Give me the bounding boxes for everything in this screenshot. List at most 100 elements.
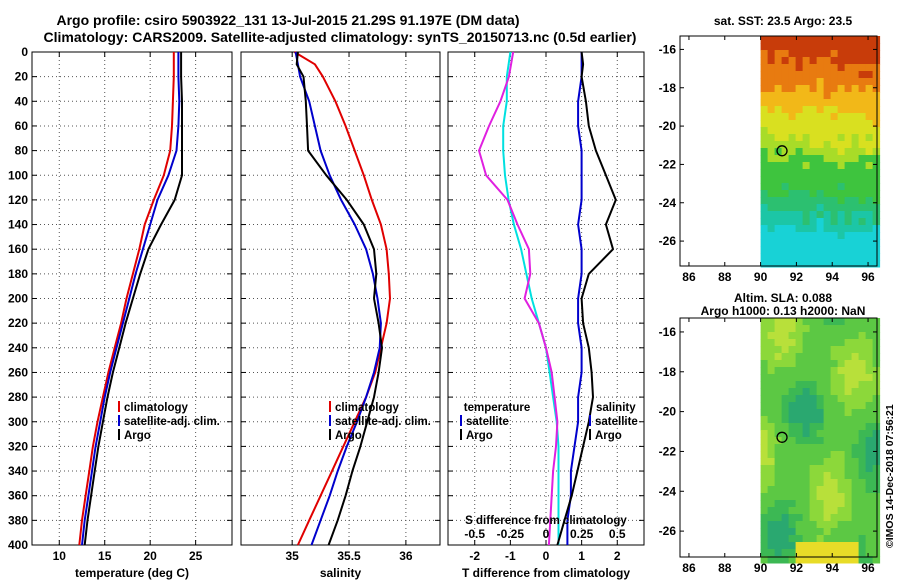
sla_map-panel: 86 88 90 92 94 96 -16 -18 -20 -22 -24 -26 Altim. SLA… <box>659 291 881 575</box>
heatmap-cell <box>851 395 860 403</box>
heatmap-cell <box>781 556 790 564</box>
heatmap-cell <box>781 507 790 515</box>
heatmap-cell <box>837 514 846 522</box>
heatmap-cell <box>844 211 853 219</box>
axes-frame <box>447 51 645 546</box>
heatmap-cell <box>837 479 846 487</box>
heatmap-cell <box>830 486 839 494</box>
heatmap-cell <box>788 493 797 501</box>
heatmap-cell <box>802 416 811 424</box>
heatmap-cell <box>865 339 874 347</box>
heatmap-cell <box>823 260 832 268</box>
heatmap-cell <box>760 64 769 72</box>
heatmap-cell <box>767 253 776 261</box>
heatmap-cell <box>795 430 804 438</box>
heatmap-cell <box>802 423 811 431</box>
temperature-panel: 10 15 20 25 0 20 40 60 80 100 120 140 160 180 200 220 24… <box>8 45 233 580</box>
heatmap-cell <box>774 514 783 522</box>
heatmap-cell <box>788 134 797 142</box>
heatmap-cell <box>788 360 797 368</box>
heatmap-cell <box>872 239 881 247</box>
heatmap-cell <box>795 556 804 564</box>
heatmap-cell <box>858 239 867 247</box>
heatmap-cell <box>809 232 818 240</box>
heatmap-cell <box>830 528 839 536</box>
heatmap-cell <box>760 204 769 212</box>
heatmap-cell <box>795 549 804 557</box>
heatmap-cell <box>816 472 825 480</box>
heatmap-cell <box>858 64 867 72</box>
heatmap-cell <box>851 535 860 543</box>
heatmap-cell <box>767 479 776 487</box>
heatmap-cell <box>844 423 853 431</box>
argo-position-marker <box>776 145 788 157</box>
heatmap-cell <box>872 225 881 233</box>
heatmap-cell <box>837 332 846 340</box>
heatmap-cell <box>795 162 804 170</box>
series-line-temperature-argo <box>566 52 583 545</box>
heatmap-cell <box>760 253 769 261</box>
heatmap-cell <box>837 253 846 261</box>
heatmap-cell <box>858 141 867 149</box>
heatmap-cell <box>865 388 874 396</box>
heatmap-cell <box>760 325 769 333</box>
heatmap-cell <box>767 106 776 114</box>
heatmap-cell <box>816 444 825 452</box>
heatmap-cell <box>858 325 867 333</box>
x2-tick-label: 0.25 <box>570 527 594 541</box>
heatmap-cell <box>809 113 818 121</box>
heatmap-cell <box>830 423 839 431</box>
heatmap-cell <box>774 500 783 508</box>
heatmap-cell <box>823 318 832 326</box>
heatmap-cell <box>788 318 797 326</box>
heatmap-cell <box>837 120 846 128</box>
sst_map-panel: 86 88 90 92 94 96 -16 -18 -20 -22 -24 -26 sat. SST: … <box>659 14 881 284</box>
y-tick-label: -18 <box>659 365 677 379</box>
heatmap-cell <box>781 493 790 501</box>
heatmap-cell <box>767 162 776 170</box>
heatmap-cell <box>788 239 797 247</box>
heatmap-cell <box>837 162 846 170</box>
heatmap-cell <box>844 402 853 410</box>
heatmap-cell <box>788 353 797 361</box>
heatmap-cell <box>865 176 874 184</box>
heatmap-cell <box>865 50 874 58</box>
heatmap-cell <box>858 120 867 128</box>
heatmap-cell <box>858 155 867 163</box>
heatmap-cell <box>844 465 853 473</box>
heatmap-cell <box>872 169 881 177</box>
heatmap-cell <box>788 479 797 487</box>
x-tick-label: 35 <box>285 549 299 563</box>
heatmap-cell <box>809 514 818 522</box>
heatmap-cell <box>767 190 776 198</box>
heatmap-cell <box>802 218 811 226</box>
heatmap-cell <box>858 402 867 410</box>
heatmap-cell <box>781 346 790 354</box>
x-axis-label: temperature (deg C) <box>75 566 189 580</box>
heatmap-cell <box>781 246 790 254</box>
x-tick-label: 96 <box>861 270 875 284</box>
heatmap-cell <box>781 253 790 261</box>
heatmap-cell <box>816 437 825 445</box>
heatmap-cell <box>802 225 811 233</box>
heatmap-cell <box>774 176 783 184</box>
heatmap-cell <box>795 141 804 149</box>
heatmap-cell <box>802 36 811 44</box>
x-tick-label: 92 <box>790 561 804 575</box>
heatmap-cell <box>830 190 839 198</box>
heatmap-cell <box>809 388 818 396</box>
heatmap-cell <box>816 332 825 340</box>
heatmap-cell <box>774 141 783 149</box>
heatmap-cell <box>795 388 804 396</box>
heatmap-cell <box>767 211 776 219</box>
heatmap-cell <box>851 169 860 177</box>
heatmap-cell <box>865 458 874 466</box>
y-tick-label: 220 <box>8 316 28 330</box>
y-tick-label: 260 <box>8 365 28 379</box>
heatmap-cell <box>837 528 846 536</box>
heatmap-cell <box>858 549 867 557</box>
heatmap-cell <box>760 353 769 361</box>
heatmap-cell <box>809 472 818 480</box>
heatmap-cell <box>767 367 776 375</box>
heatmap-cell <box>858 486 867 494</box>
